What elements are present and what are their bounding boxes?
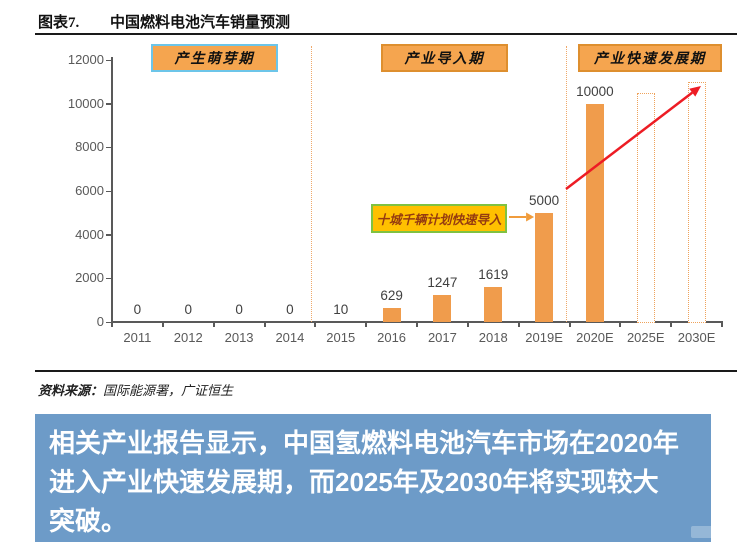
banner-line: 进入产业快速发展期，而2025年及2030年将实现较大	[49, 467, 659, 497]
x-axis-label: 2019E	[525, 330, 563, 345]
x-axis-label: 2015	[326, 330, 356, 345]
bar-value-label: 10	[333, 302, 349, 317]
banner-line: 相关产业报告显示，中国氢燃料电池汽车市场在2020年	[49, 428, 679, 458]
y-axis-label: 12000	[67, 52, 104, 67]
bar-value-label: 10000	[576, 83, 614, 99]
phase-box-1: 产生萌芽期	[151, 44, 278, 72]
source-line: 资料来源：国际能源署，广证恒生	[38, 380, 233, 399]
bar-value-label: 1247	[427, 274, 458, 290]
x-axis-label: 2012	[173, 330, 203, 345]
figure-title: 中国燃料电池汽车销量预测	[110, 15, 291, 31]
x-axis-tick	[212, 321, 215, 327]
bar-value-label: 0	[184, 302, 192, 317]
bar-value-label: 5000	[529, 192, 560, 208]
x-axis-label: 2025E	[626, 330, 665, 345]
y-axis-label: 0	[96, 314, 104, 329]
bar-value-label: 0	[235, 302, 243, 317]
y-axis-tick	[106, 277, 112, 280]
bar-2017	[433, 294, 452, 322]
y-axis-tick	[106, 146, 112, 149]
header-divider	[35, 33, 737, 35]
y-axis-tick	[106, 190, 112, 192]
x-axis-label: 2014	[275, 330, 305, 345]
figure-label: 图表7.	[38, 15, 80, 31]
bar-value-label: 0	[286, 302, 294, 317]
bar-2018	[484, 286, 503, 322]
source-text: 国际能源署，广证恒生	[103, 383, 234, 398]
phase-box-2: 产业导入期	[381, 44, 508, 72]
y-axis-tick	[106, 321, 112, 323]
x-axis-tick	[568, 321, 571, 327]
phase-separator-line	[311, 46, 313, 322]
y-axis-tick	[106, 103, 112, 105]
callout-arrow-head	[526, 212, 535, 222]
y-axis-label: 10000	[67, 95, 104, 111]
summary-banner: 相关产业报告显示，中国氢燃料电池汽车市场在2020年 进入产业快速发展期，而20…	[35, 414, 731, 542]
x-axis-tick	[314, 321, 317, 327]
y-axis-label: 4000	[75, 226, 104, 242]
source-prefix: 资料来源：	[38, 383, 104, 398]
callout-box: 十城千辆计划快速导入	[371, 204, 507, 233]
x-axis-label: 2030E	[677, 330, 716, 345]
x-axis-tick	[416, 321, 418, 327]
x-axis-tick	[619, 321, 622, 327]
phase-box-3: 产业快速发展期	[578, 44, 722, 72]
y-axis-label: 6000	[75, 183, 104, 198]
bar-2019E	[535, 212, 554, 322]
y-axis-tick	[106, 234, 112, 236]
x-axis-label: 2017	[427, 330, 457, 345]
x-axis-label: 2016	[377, 330, 407, 345]
x-axis-tick	[365, 321, 368, 327]
forecast-outline-bar-2030E	[687, 81, 706, 323]
bar-value-label: 1619	[478, 266, 509, 282]
y-axis-label: 8000	[75, 139, 104, 155]
bar-2016	[382, 308, 401, 322]
watermark	[691, 526, 731, 538]
x-axis-label: 2018	[478, 330, 508, 345]
x-axis-label: 2013	[224, 330, 254, 345]
x-axis-tick	[161, 321, 164, 327]
x-axis-tick	[670, 321, 673, 327]
y-axis-line	[111, 57, 113, 323]
x-axis-label: 2020E	[576, 330, 614, 345]
x-axis-tick	[111, 321, 113, 327]
x-axis-tick	[466, 321, 469, 327]
x-axis-label: 2011	[123, 330, 152, 345]
bar-2020E	[585, 103, 604, 322]
y-axis-tick	[106, 59, 112, 61]
banner-line: 突破。	[49, 506, 128, 536]
bar-value-label: 0	[133, 302, 142, 317]
forecast-outline-bar-2025E	[636, 92, 655, 323]
bar-value-label: 629	[380, 288, 403, 304]
x-axis-tick	[263, 321, 266, 327]
source-divider	[35, 370, 737, 372]
x-axis-tick	[721, 321, 723, 327]
x-axis-tick	[517, 321, 520, 327]
y-axis-label: 2000	[75, 270, 104, 286]
